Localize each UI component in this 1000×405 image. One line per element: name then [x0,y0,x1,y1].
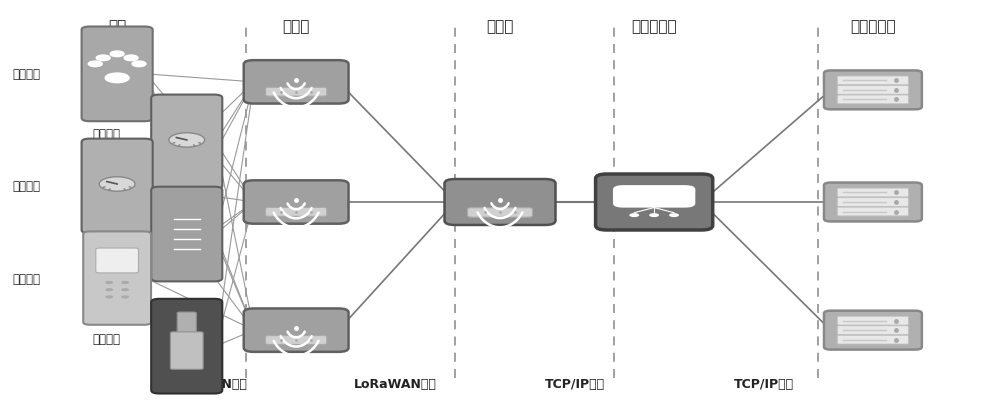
FancyBboxPatch shape [837,335,909,344]
FancyBboxPatch shape [837,86,909,95]
Text: 电子抄表: 电子抄表 [13,180,41,193]
FancyBboxPatch shape [151,187,222,282]
Circle shape [638,188,670,201]
Text: TCP/IP协议: TCP/IP协议 [733,377,794,390]
Circle shape [169,133,205,148]
FancyBboxPatch shape [837,316,909,325]
Text: LoRaWAN协议: LoRaWAN协议 [165,377,248,390]
FancyBboxPatch shape [82,28,153,122]
Circle shape [105,288,113,292]
FancyBboxPatch shape [837,77,909,85]
Text: 应用服务器: 应用服务器 [850,19,896,34]
FancyBboxPatch shape [266,208,327,217]
Circle shape [88,62,102,68]
FancyBboxPatch shape [824,71,922,110]
Text: 远程控制: 远程控制 [13,272,41,285]
FancyBboxPatch shape [613,185,695,208]
Circle shape [121,296,129,299]
FancyBboxPatch shape [96,248,138,273]
Circle shape [623,188,654,201]
FancyBboxPatch shape [244,309,349,352]
Circle shape [105,74,129,83]
Text: 宠物追踪: 宠物追踪 [13,68,41,81]
FancyBboxPatch shape [151,299,222,394]
Text: 副网关: 副网关 [282,19,310,34]
Text: 智能垃圾桶: 智能垃圾桶 [92,220,127,233]
FancyBboxPatch shape [837,189,909,197]
FancyBboxPatch shape [266,88,327,97]
Circle shape [96,56,110,62]
Circle shape [99,177,135,192]
Circle shape [124,56,138,62]
Text: 终端: 终端 [108,19,126,34]
FancyBboxPatch shape [244,181,349,224]
FancyBboxPatch shape [824,311,922,350]
Circle shape [669,213,679,217]
FancyBboxPatch shape [837,96,909,104]
FancyBboxPatch shape [83,232,151,325]
FancyBboxPatch shape [468,208,532,217]
FancyBboxPatch shape [266,336,327,345]
Text: 烟雾报警: 烟雾报警 [92,128,120,141]
FancyBboxPatch shape [170,332,203,369]
Text: LoRaWAN协议: LoRaWAN协议 [354,377,437,390]
Text: TCP/IP协议: TCP/IP协议 [545,377,605,390]
Text: 网络服务器: 网络服务器 [631,19,677,34]
Circle shape [654,188,685,201]
Circle shape [629,213,639,217]
Text: 主网关: 主网关 [486,19,514,34]
FancyBboxPatch shape [445,179,555,226]
FancyBboxPatch shape [837,326,909,335]
Circle shape [105,281,113,284]
Circle shape [110,52,124,58]
Circle shape [105,296,113,299]
Text: 烟雾报警: 烟雾报警 [92,332,120,345]
FancyBboxPatch shape [82,139,153,234]
FancyBboxPatch shape [244,61,349,104]
FancyBboxPatch shape [151,95,222,190]
Circle shape [121,288,129,292]
Circle shape [649,213,659,217]
FancyBboxPatch shape [837,198,909,207]
FancyBboxPatch shape [596,175,713,230]
Circle shape [647,202,661,208]
FancyBboxPatch shape [824,183,922,222]
FancyBboxPatch shape [177,312,196,337]
Circle shape [121,281,129,284]
Circle shape [132,62,146,68]
FancyBboxPatch shape [837,208,909,216]
